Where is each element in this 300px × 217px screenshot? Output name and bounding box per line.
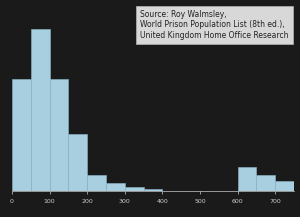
Bar <box>106 183 125 191</box>
Text: Source: Roy Walmsley,
World Prison Population List (8th ed.),
United Kingdom Hom: Source: Roy Walmsley, World Prison Popul… <box>140 10 289 40</box>
Bar <box>31 29 50 191</box>
Bar <box>144 189 162 191</box>
Bar <box>68 134 87 191</box>
Bar <box>256 175 275 191</box>
Bar <box>275 181 294 191</box>
Bar <box>238 167 256 191</box>
Bar <box>87 175 106 191</box>
Bar <box>125 187 144 191</box>
Bar <box>50 79 68 191</box>
Bar <box>12 79 31 191</box>
